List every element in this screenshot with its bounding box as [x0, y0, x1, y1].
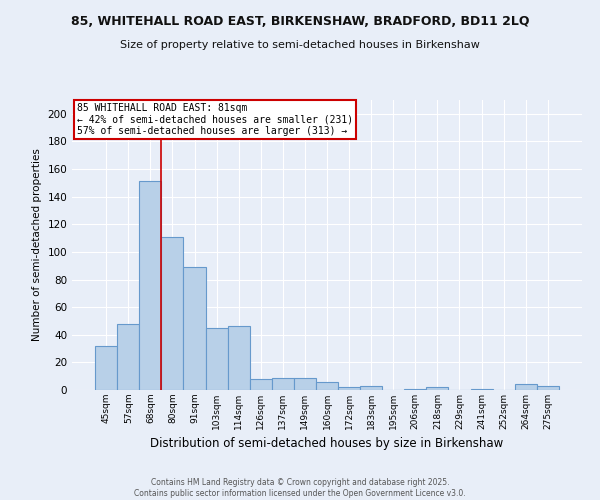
Bar — [117, 324, 139, 390]
Bar — [184, 267, 206, 390]
Bar — [537, 386, 559, 390]
Bar — [316, 382, 338, 390]
Bar — [139, 182, 161, 390]
Bar — [470, 388, 493, 390]
Bar — [338, 387, 360, 390]
Text: Size of property relative to semi-detached houses in Birkenshaw: Size of property relative to semi-detach… — [120, 40, 480, 50]
Bar — [404, 388, 427, 390]
Text: 85 WHITEHALL ROAD EAST: 81sqm
← 42% of semi-detached houses are smaller (231)
57: 85 WHITEHALL ROAD EAST: 81sqm ← 42% of s… — [77, 103, 353, 136]
Bar — [161, 236, 184, 390]
Bar — [95, 346, 117, 390]
Bar — [206, 328, 227, 390]
Bar — [250, 379, 272, 390]
Text: 85, WHITEHALL ROAD EAST, BIRKENSHAW, BRADFORD, BD11 2LQ: 85, WHITEHALL ROAD EAST, BIRKENSHAW, BRA… — [71, 15, 529, 28]
Bar — [427, 387, 448, 390]
Bar — [272, 378, 294, 390]
Text: Contains HM Land Registry data © Crown copyright and database right 2025.
Contai: Contains HM Land Registry data © Crown c… — [134, 478, 466, 498]
Bar — [294, 378, 316, 390]
Bar — [360, 386, 382, 390]
Y-axis label: Number of semi-detached properties: Number of semi-detached properties — [32, 148, 42, 342]
X-axis label: Distribution of semi-detached houses by size in Birkenshaw: Distribution of semi-detached houses by … — [151, 438, 503, 450]
Bar — [227, 326, 250, 390]
Bar — [515, 384, 537, 390]
